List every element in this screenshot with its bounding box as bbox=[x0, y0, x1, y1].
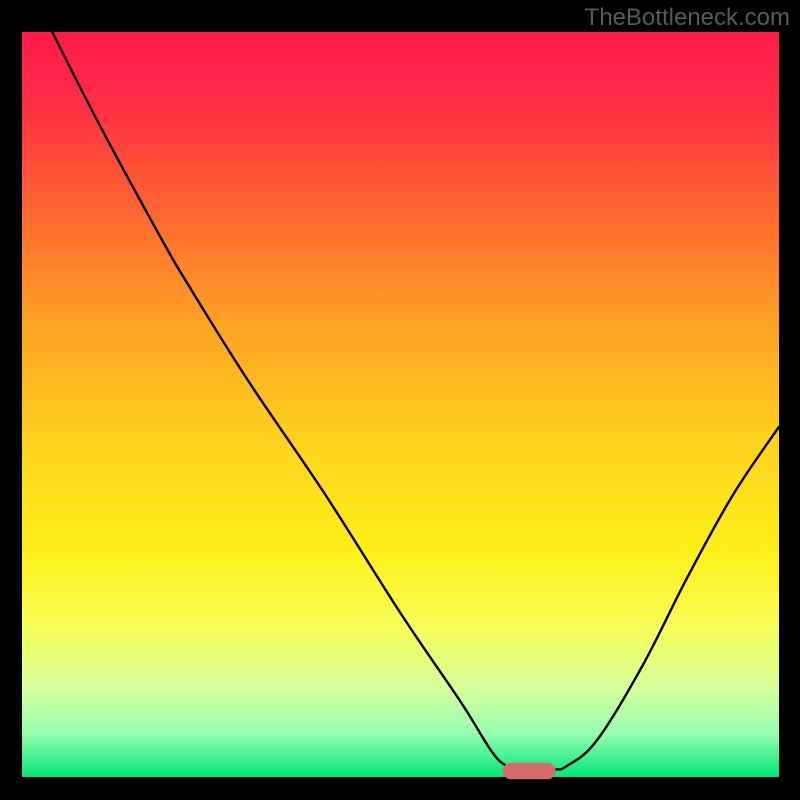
optimal-point-marker bbox=[503, 763, 556, 779]
plot-background bbox=[22, 32, 779, 777]
watermark-text: TheBottleneck.com bbox=[585, 4, 790, 32]
bottleneck-chart bbox=[0, 0, 800, 800]
chart-stage: TheBottleneck.com bbox=[0, 0, 800, 800]
